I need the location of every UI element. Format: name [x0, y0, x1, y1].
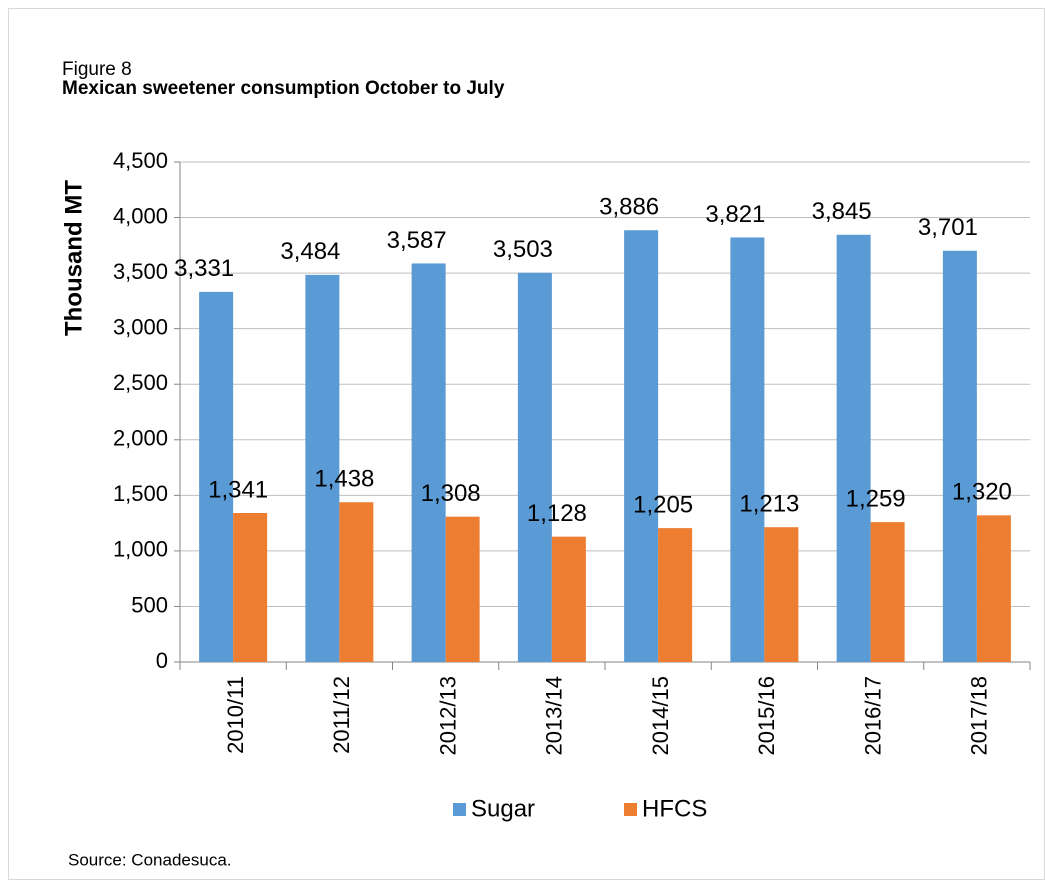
x-tick-label: 2014/15 [648, 676, 673, 756]
chart-subtitle: Mexican sweetener consumption October to… [62, 78, 505, 99]
bar [339, 502, 374, 662]
chart-title: Figure 8 [62, 59, 132, 80]
data-label: 1,128 [527, 500, 587, 527]
data-label: 1,213 [739, 491, 799, 518]
data-label: 3,886 [599, 194, 659, 221]
bar [233, 513, 268, 662]
y-tick-label: 4,500 [113, 148, 168, 173]
x-tick-label: 2011/12 [329, 676, 354, 754]
y-axis-label: Thousand MT [60, 180, 87, 336]
bar [551, 536, 586, 662]
x-tick-label: 2016/17 [860, 676, 885, 756]
data-label: 3,331 [174, 255, 234, 282]
data-label: 3,503 [493, 236, 553, 263]
bar [976, 515, 1011, 662]
legend-swatch [453, 803, 466, 816]
bar [836, 234, 871, 662]
x-tick-label: 2010/11 [223, 676, 248, 754]
data-label: 3,845 [812, 198, 872, 225]
bar [411, 263, 446, 662]
y-tick-label: 1,500 [113, 481, 168, 506]
y-tick-label: 3,500 [113, 259, 168, 284]
x-tick-label: 2013/14 [542, 676, 567, 756]
x-tick-label: 2017/18 [967, 676, 992, 756]
data-label: 1,259 [846, 485, 906, 512]
y-tick-label: 500 [131, 592, 168, 617]
bar [624, 230, 659, 662]
data-label: 3,484 [280, 238, 340, 265]
bar [870, 522, 905, 662]
x-tick-label: 2015/16 [754, 676, 779, 756]
bar [730, 237, 765, 662]
data-label: 1,308 [421, 480, 481, 507]
data-label: 3,587 [387, 227, 447, 254]
y-tick-label: 4,000 [113, 203, 168, 228]
x-tick-label: 2012/13 [435, 676, 460, 756]
data-label: 1,341 [208, 476, 268, 503]
data-label: 3,701 [918, 214, 978, 241]
source-note: Source: Conadesuca. [68, 850, 232, 869]
bar [658, 528, 693, 662]
y-tick-label: 1,000 [113, 537, 168, 562]
data-label: 1,438 [314, 466, 374, 493]
data-label: 1,320 [952, 479, 1012, 506]
bar [764, 527, 799, 662]
bar [942, 250, 977, 662]
legend-label: Sugar [471, 795, 535, 822]
data-label: 1,205 [633, 491, 693, 518]
data-label: 3,821 [705, 201, 765, 228]
bar [305, 274, 340, 662]
y-tick-label: 3,000 [113, 314, 168, 339]
y-tick-label: 2,000 [113, 426, 168, 451]
bar [445, 516, 480, 662]
y-tick-label: 2,500 [113, 370, 168, 395]
legend-swatch [624, 803, 637, 816]
y-tick-label: 0 [156, 648, 168, 673]
legend-label: HFCS [642, 795, 707, 822]
bar [199, 291, 234, 662]
bar [517, 272, 552, 662]
